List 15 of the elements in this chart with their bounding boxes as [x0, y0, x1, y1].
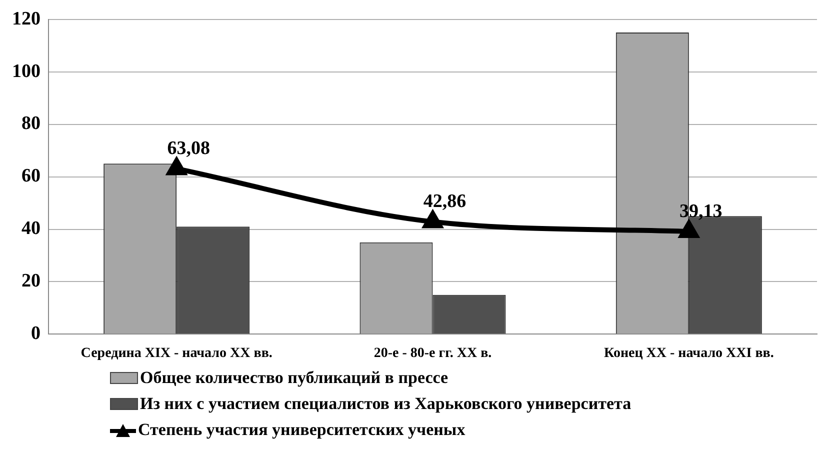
x-tick-label: 20-е - 80-е гг. XX в. [374, 346, 492, 362]
data-label: 63,08 [167, 138, 210, 160]
y-tick-label: 120 [12, 8, 40, 30]
legend-label: Общее количество публикаций в прессе [140, 368, 448, 388]
y-tick-label: 60 [22, 166, 40, 187]
legend-label: Из них с участием специалистов из Харьковского университета [140, 394, 632, 414]
y-tick-label: 80 [22, 113, 40, 134]
x-tick-label: Середина XIX - начало XX вв. [80, 346, 272, 362]
y-tick-label: 40 [22, 218, 40, 240]
x-tick-label: Конец XX - начало XXI вв. [604, 346, 774, 362]
legend-label: Степень участия университетских ученых [138, 420, 466, 440]
y-tick-label: 100 [12, 60, 40, 82]
data-label: 42,86 [423, 191, 466, 212]
y-tick-label: 0 [31, 323, 40, 344]
y-tick-label: 20 [22, 270, 40, 292]
